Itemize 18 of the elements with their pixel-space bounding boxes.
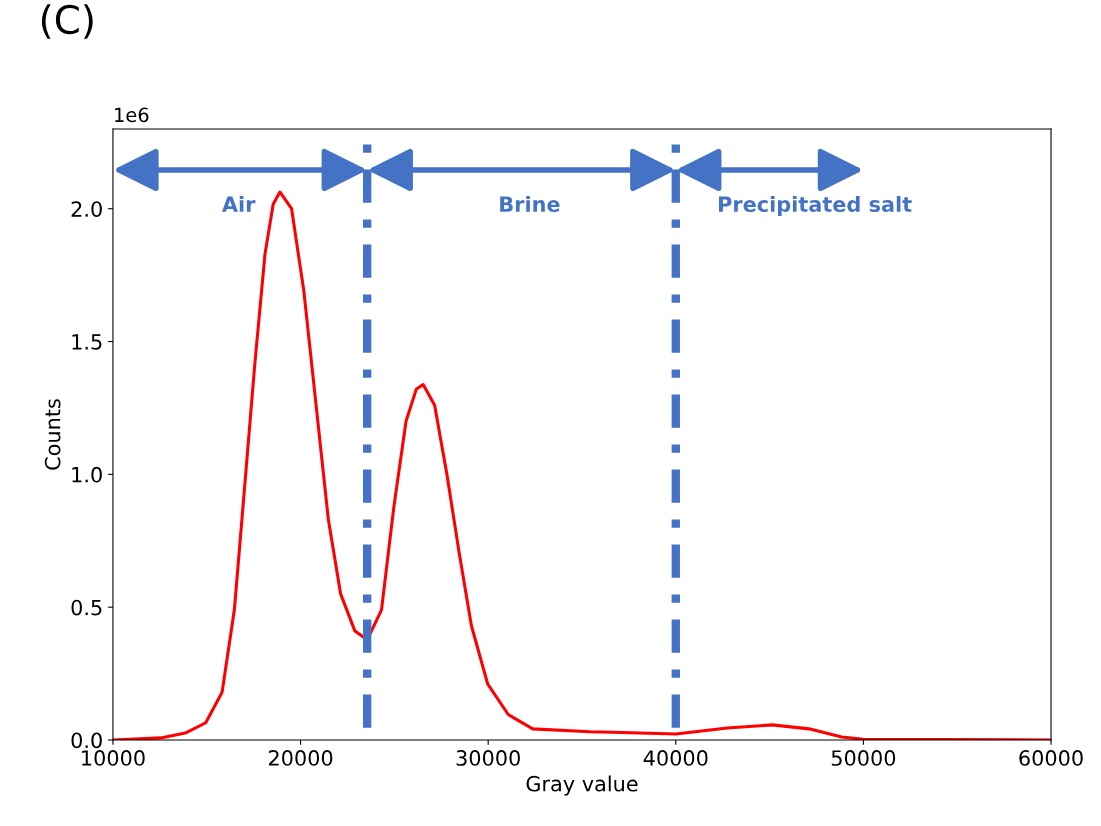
annotation: Brine xyxy=(500,195,560,213)
y-tick-label: 0.0 xyxy=(71,732,102,749)
x-axis-title: Gray value xyxy=(526,775,638,796)
y-tick-label: 1.0 xyxy=(72,466,102,483)
text: 1e6 xyxy=(115,107,149,123)
y-tick-label: 0.5 xyxy=(71,599,102,616)
text: (C) xyxy=(41,4,93,39)
x-tick-label: 40000 xyxy=(643,750,708,766)
y-tick-label: 1.5 xyxy=(72,334,102,350)
x-tick-label: 10000 xyxy=(82,750,145,766)
x-tick-label: 50000 xyxy=(831,750,896,766)
y-axis-title: Counts xyxy=(44,399,61,470)
annotation: Precipitated salt xyxy=(719,195,912,217)
annotation: Air xyxy=(221,195,256,212)
x-tick-label: 60000 xyxy=(1019,750,1083,766)
x-tick-label: 30000 xyxy=(456,750,520,766)
x-tick-label: 20000 xyxy=(268,750,333,766)
y-tick-label: 2.0 xyxy=(71,201,102,217)
